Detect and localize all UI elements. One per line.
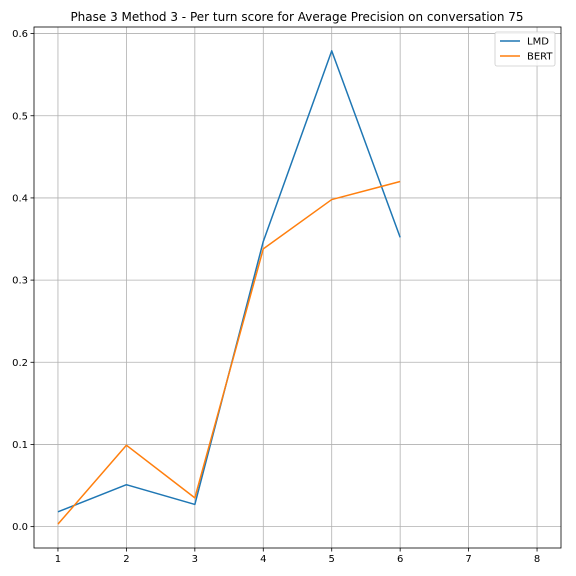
y-tick-label: 0.2: [12, 358, 28, 369]
y-tick-label: 0.6: [12, 29, 28, 40]
y-tick-label: 0.5: [12, 111, 28, 122]
x-tick-label: 6: [397, 554, 403, 565]
x-tick-label: 4: [260, 554, 266, 565]
legend: LMD BERT: [494, 31, 556, 67]
x-tick-label: 3: [192, 554, 198, 565]
series-lines: [57, 50, 401, 525]
x-tick-label: 5: [329, 554, 335, 565]
legend-label: LMD: [527, 37, 549, 48]
y-tick-label: 0.3: [12, 276, 28, 287]
x-tick-label: 2: [123, 554, 129, 565]
y-axis: 0.0 0.1 0.2 0.3 0.4 0.5 0.6: [12, 29, 34, 533]
legend-label: BERT: [527, 52, 553, 63]
x-tick-label: 1: [55, 554, 61, 565]
x-tick-label: 7: [465, 554, 471, 565]
y-tick-label: 0.4: [12, 193, 28, 204]
x-tick-label: 8: [534, 554, 540, 565]
x-axis: 1 2 3 4 5 6 7 8: [55, 548, 540, 565]
y-tick-label: 0.1: [12, 440, 28, 451]
grid: [34, 27, 561, 548]
series-line-lmd: [57, 50, 401, 513]
y-tick-label: 0.0: [12, 522, 28, 533]
plot-frame: [33, 26, 562, 549]
series-line-bert: [57, 180, 401, 525]
chart-title: Phase 3 Method 3 - Per turn score for Av…: [70, 10, 523, 24]
